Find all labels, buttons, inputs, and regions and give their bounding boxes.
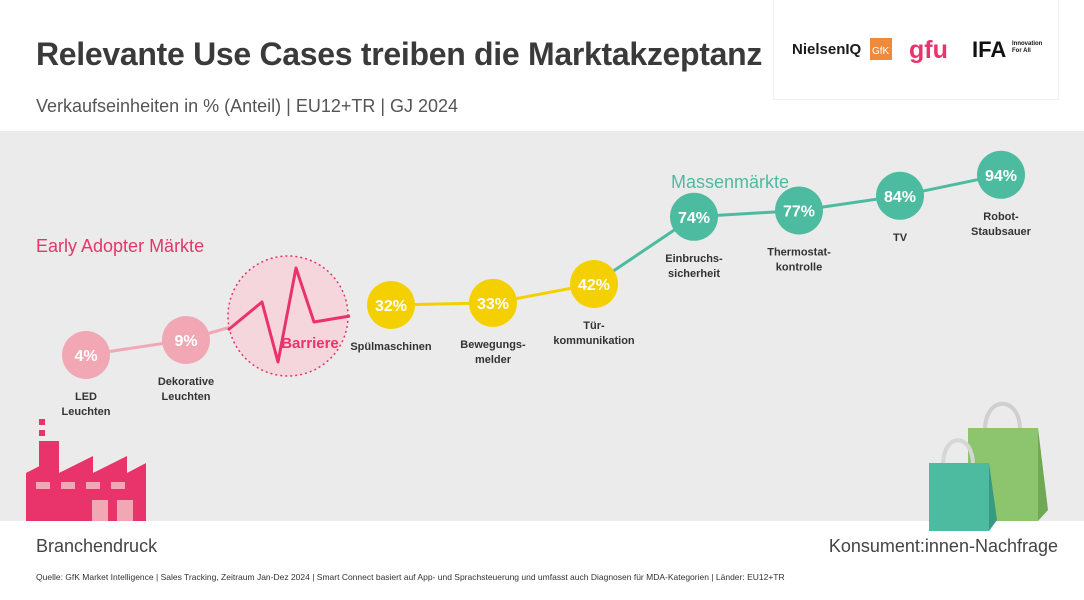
source-note: Quelle: GfK Market Intelligence | Sales … [36, 572, 785, 582]
data-point [570, 260, 618, 308]
value-label: 32% [375, 298, 407, 315]
data-point [162, 316, 210, 364]
logo-panel: NielsenIQ GfK gfu IFA Innovation For All [774, 0, 1058, 99]
category-label: Leuchten [62, 406, 111, 418]
category-label: TV [893, 232, 908, 244]
data-point [469, 278, 517, 327]
industry-push-label: Branchendruck [36, 536, 158, 556]
early-adopter-label: Early Adopter Märkte [36, 236, 204, 256]
category-label: Einbruchs- [665, 253, 723, 265]
value-label: 84% [884, 189, 916, 206]
category-label: Dekorative [158, 376, 214, 388]
data-point [670, 192, 718, 241]
gfk-logo: GfK [872, 46, 890, 57]
ifa-logo: IFA [972, 37, 1006, 62]
page-title: Relevante Use Cases treiben die Marktakz… [36, 36, 763, 72]
category-label: kontrolle [776, 262, 822, 274]
factory-icon [26, 419, 146, 521]
consumer-demand-label: Konsument:innen-Nachfrage [828, 536, 1058, 556]
value-label: 33% [477, 296, 509, 313]
category-label: kommunikation [553, 335, 635, 347]
category-label: melder [475, 354, 512, 366]
page-subtitle: Verkaufseinheiten in % (Anteil) | EU12+T… [36, 96, 459, 116]
category-label: Bewegungs- [460, 339, 526, 351]
value-label: 4% [74, 348, 97, 365]
category-label: Staubsauer [971, 226, 1032, 238]
shopping-bags-icon [929, 401, 1048, 531]
nielseniq-logo: NielsenIQ [792, 41, 862, 58]
barrier-label: Barriere [281, 335, 339, 352]
data-point [367, 281, 415, 329]
value-label: 42% [578, 277, 610, 294]
data-point [977, 150, 1025, 199]
value-label: 74% [678, 210, 710, 227]
category-label: Thermostat- [767, 247, 831, 259]
data-point [62, 331, 110, 379]
data-point [876, 171, 924, 220]
gfu-logo: gfu [909, 36, 948, 64]
category-label: LED [75, 391, 97, 403]
barrier-marker: Barriere [227, 255, 351, 377]
logos-svg: NielsenIQ GfK gfu IFA Innovation For All [792, 36, 1043, 64]
value-label: 9% [174, 333, 197, 350]
gfk-logo-box [870, 38, 892, 60]
value-label: 77% [783, 204, 815, 221]
category-label: Spülmaschinen [350, 341, 432, 353]
mass-market-label: Massenmärkte [671, 172, 789, 192]
ifa-tagline-1: Innovation [1012, 41, 1043, 47]
ifa-tagline-2: For All [1012, 48, 1031, 54]
category-label: Robot- [983, 211, 1019, 223]
category-label: Leuchten [162, 391, 211, 403]
value-label: 94% [985, 168, 1017, 185]
category-label: sicherheit [668, 268, 720, 280]
data-point [775, 186, 823, 235]
category-label: Tür- [583, 320, 605, 332]
